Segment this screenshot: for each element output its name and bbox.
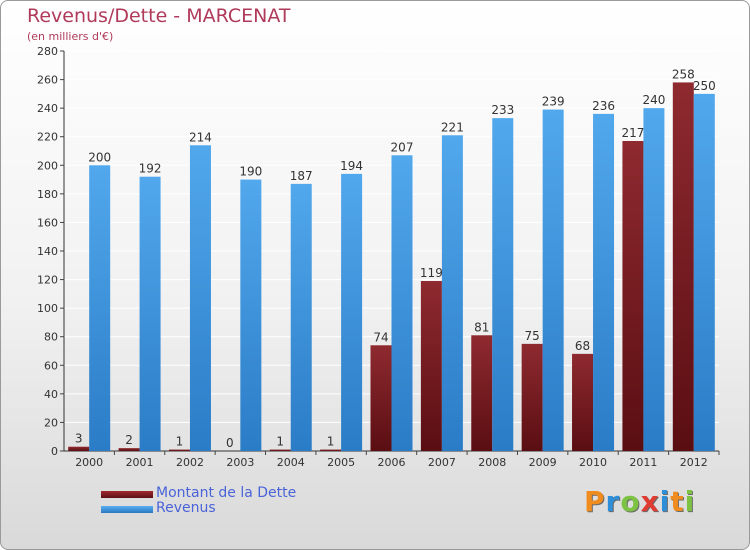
x-tick-label: 2000	[75, 456, 103, 469]
data-label-revenus: 221	[441, 120, 464, 134]
bar-revenus	[290, 183, 312, 451]
data-label-revenus: 192	[139, 162, 162, 176]
data-label-dette: 3	[75, 432, 83, 446]
x-tick-label: 2003	[226, 456, 254, 469]
bar-revenus	[391, 155, 413, 452]
bar-dette	[370, 345, 392, 451]
data-label-revenus: 240	[642, 93, 665, 107]
bar-revenus	[542, 109, 564, 452]
bar-revenus	[693, 93, 715, 451]
x-tick-label: 2001	[126, 456, 154, 469]
legend-label-dette: Montant de la Dette	[156, 485, 297, 501]
data-label-dette: 119	[420, 266, 443, 280]
logo-letter: x	[640, 485, 660, 518]
x-tick-label: 2007	[428, 456, 456, 469]
y-tick-label: 240	[37, 102, 58, 115]
data-label-dette: 1	[176, 435, 184, 449]
data-label-dette: 0	[226, 436, 234, 450]
bar-revenus	[441, 135, 463, 452]
y-tick-label: 20	[44, 416, 58, 429]
bar-revenus	[492, 118, 514, 452]
x-tick-label: 2009	[529, 456, 557, 469]
logo-letter: i	[659, 485, 671, 518]
data-label-revenus: 194	[340, 159, 363, 173]
x-tick-label: 2002	[176, 456, 204, 469]
x-tick-label: 2012	[680, 456, 708, 469]
y-tick-label: 180	[37, 188, 58, 201]
data-label-revenus: 250	[693, 79, 716, 93]
x-tick-label: 2008	[478, 456, 506, 469]
x-tick-label: 2006	[378, 456, 406, 469]
bar-dette	[118, 448, 140, 451]
data-label-dette: 68	[575, 339, 590, 353]
y-tick-label: 160	[37, 216, 58, 229]
data-label-revenus: 236	[592, 99, 615, 113]
legend-swatch-dette	[101, 491, 153, 498]
y-tick-label: 40	[44, 388, 58, 401]
bar-dette	[68, 446, 90, 451]
bar-revenus	[240, 179, 262, 452]
bar-dette	[672, 82, 694, 451]
data-label-revenus: 239	[542, 95, 565, 109]
data-label-revenus: 187	[290, 169, 313, 183]
data-label-dette: 74	[373, 330, 388, 344]
chart-title: Revenus/Dette - MARCENAT	[27, 5, 291, 27]
x-tick-label: 2005	[327, 456, 355, 469]
data-label-revenus: 200	[88, 150, 111, 164]
legend-swatch-revenus	[101, 506, 153, 513]
bar-revenus	[89, 165, 111, 452]
y-tick-label: 280	[37, 45, 58, 58]
bar-dette	[420, 281, 442, 451]
data-label-revenus: 233	[491, 103, 514, 117]
data-label-dette: 258	[672, 67, 695, 81]
bar-dette	[572, 353, 594, 451]
bar-dette	[269, 449, 291, 451]
bar-revenus	[341, 173, 363, 451]
y-tick-label: 140	[37, 245, 58, 258]
data-label-dette: 217	[621, 126, 644, 140]
bar-revenus	[189, 145, 211, 452]
y-tick-label: 0	[51, 445, 58, 458]
data-label-dette: 1	[327, 435, 335, 449]
legend-label-revenus: Revenus	[156, 500, 216, 516]
x-tick-label: 2011	[629, 456, 657, 469]
y-tick-label: 200	[37, 159, 58, 172]
proxiti-logo: Proxiti	[584, 485, 695, 518]
x-tick-label: 2004	[277, 456, 305, 469]
logo-letter: t	[670, 485, 685, 518]
y-tick-label: 260	[37, 74, 58, 87]
bar-dette	[168, 449, 190, 451]
bar-dette	[521, 343, 543, 451]
bar-dette	[320, 449, 342, 451]
bar-revenus	[593, 113, 615, 451]
logo-letter: i	[684, 485, 696, 518]
data-label-revenus: 190	[239, 165, 262, 179]
logo-letter: P	[584, 485, 606, 518]
data-label-dette: 1	[276, 435, 284, 449]
y-tick-label: 60	[44, 359, 58, 372]
data-label-dette: 81	[474, 320, 489, 334]
chart-subtitle: (en milliers d'€)	[27, 30, 114, 43]
y-tick-label: 100	[37, 302, 58, 315]
logo-letter: r	[605, 485, 621, 518]
bar-dette	[622, 141, 644, 451]
bar-dette	[471, 335, 493, 451]
x-tick-label: 2010	[579, 456, 607, 469]
data-label-revenus: 207	[391, 140, 414, 154]
y-tick-label: 220	[37, 131, 58, 144]
bar-revenus	[139, 176, 161, 451]
bar-revenus	[643, 108, 665, 452]
data-label-dette: 75	[525, 329, 540, 343]
y-tick-label: 120	[37, 274, 58, 287]
y-tick-label: 80	[44, 331, 58, 344]
data-label-dette: 2	[125, 433, 133, 447]
data-label-revenus: 214	[189, 130, 212, 144]
logo-letter: o	[620, 485, 641, 518]
